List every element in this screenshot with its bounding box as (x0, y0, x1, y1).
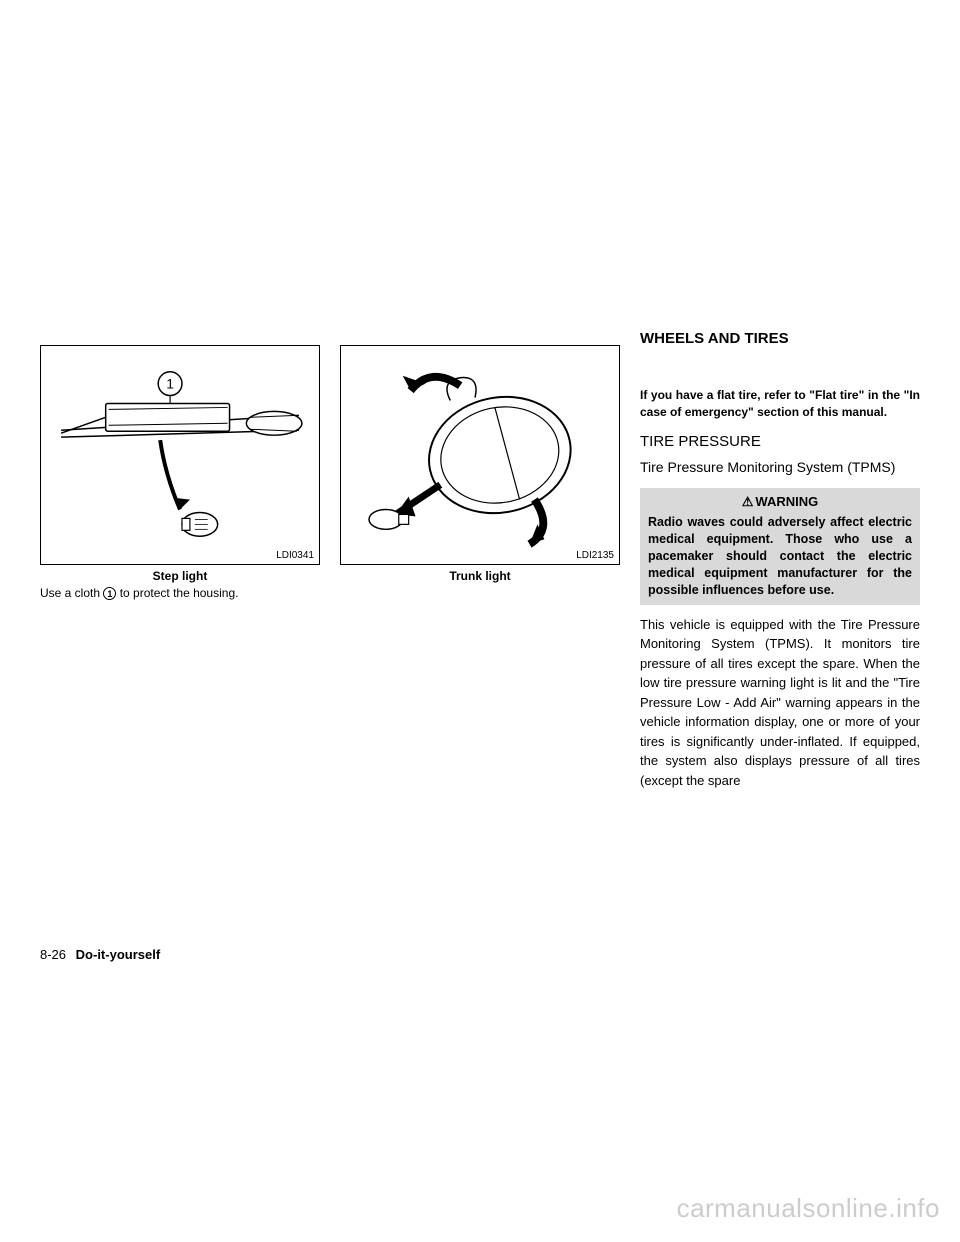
warning-label-text: WARNING (755, 494, 818, 509)
warning-box: ⚠WARNING Radio waves could adversely aff… (640, 488, 920, 605)
figure1-instruction: Use a cloth 1 to protect the housing. (40, 586, 320, 600)
watermark: carmanualsonline.info (677, 1193, 940, 1224)
figure1-code: LDI0341 (276, 550, 314, 561)
right-column: WHEELS AND TIRES If you have a flat tire… (640, 335, 920, 790)
warning-triangle-icon: ⚠ (742, 494, 754, 510)
tire-pressure-heading: TIRE PRESSURE (640, 433, 920, 450)
page-content: 1 LDI0341 Step light Use a cloth 1 to pr… (40, 345, 920, 790)
figure2-caption: Trunk light (340, 569, 620, 583)
figure2-code: LDI2135 (576, 550, 614, 561)
section-header: WHEELS AND TIRES (640, 330, 920, 347)
instruction-prefix: Use a cloth (40, 586, 103, 600)
intro-bold-text: If you have a flat tire, refer to "Flat … (640, 387, 920, 421)
middle-column: LDI2135 Trunk light (340, 345, 620, 790)
footer-section-name: Do-it-yourself (76, 947, 161, 962)
trunk-light-illustration (341, 346, 619, 564)
step-light-illustration: 1 (41, 346, 319, 564)
figure-trunk-light: LDI2135 (340, 345, 620, 565)
svg-text:1: 1 (166, 376, 174, 392)
figure1-caption: Step light (40, 569, 320, 583)
circled-number-icon: 1 (103, 587, 116, 600)
figure-step-light: 1 LDI0341 (40, 345, 320, 565)
warning-label: ⚠WARNING (648, 494, 912, 511)
page-number: 8-26 (40, 947, 66, 962)
warning-text: Radio waves could adversely affect elect… (648, 514, 912, 598)
page-footer: 8-26 Do-it-yourself (40, 947, 160, 962)
tpms-heading: Tire Pressure Monitoring System (TPMS) (640, 458, 920, 476)
tpms-body-text: This vehicle is equipped with the Tire P… (640, 615, 920, 791)
left-column: 1 LDI0341 Step light Use a cloth 1 to pr… (40, 345, 320, 790)
instruction-suffix: to protect the housing. (116, 586, 238, 600)
